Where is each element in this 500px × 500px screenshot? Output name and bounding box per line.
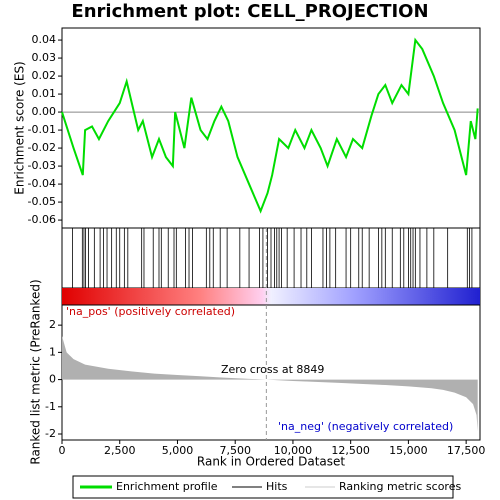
y-tick-label: -0.02 bbox=[28, 141, 56, 154]
y-tick-label: -0.03 bbox=[28, 159, 56, 172]
y-tick-label: -0.04 bbox=[28, 177, 56, 190]
metric-area bbox=[62, 336, 478, 432]
x-tick-label: 10,000 bbox=[274, 444, 313, 457]
zero-cross-label: Zero cross at 8849 bbox=[221, 363, 324, 376]
y-tick-label: 2 bbox=[49, 318, 56, 331]
y-axis-label: Enrichment score (ES) bbox=[13, 61, 27, 194]
y-tick-label: 0.03 bbox=[32, 51, 57, 64]
frame bbox=[61, 27, 481, 441]
y-tick-label: -0.05 bbox=[28, 195, 56, 208]
x-tick-label: 17,500 bbox=[447, 444, 486, 457]
rank-colorbar bbox=[62, 288, 480, 305]
x-tick-label: 5,000 bbox=[162, 444, 194, 457]
y-tick-label: 0.02 bbox=[32, 69, 57, 82]
x-tick-label: 15,000 bbox=[389, 444, 428, 457]
y-axis-label: Ranked list metric (PreRanked) bbox=[29, 279, 43, 464]
y-tick-label: 0.00 bbox=[32, 105, 57, 118]
x-axis-label: Rank in Ordered Dataset bbox=[197, 455, 345, 469]
chart-title: Enrichment plot: CELL_PROJECTION bbox=[71, 1, 428, 22]
y-tick-label: 0 bbox=[49, 373, 56, 386]
y-tick-label: 1 bbox=[49, 345, 56, 358]
pos-label: 'na_pos' (positively correlated) bbox=[66, 305, 235, 318]
x-tick-label: 2,500 bbox=[104, 444, 136, 457]
y-tick-label: 0.04 bbox=[32, 33, 57, 46]
neg-label: 'na_neg' (negatively correlated) bbox=[278, 420, 453, 433]
legend-entry: Ranking metric scores bbox=[339, 480, 461, 493]
y-tick-label: -1 bbox=[45, 400, 56, 413]
es-line bbox=[61, 37, 479, 214]
x-tick-label: 7,500 bbox=[219, 444, 251, 457]
x-tick-label: 12,500 bbox=[331, 444, 370, 457]
legend-entry: Hits bbox=[266, 480, 288, 493]
legend-entry: Enrichment profile bbox=[116, 480, 218, 493]
y-tick-label: -0.06 bbox=[28, 213, 56, 226]
y-tick-label: 0.01 bbox=[32, 87, 57, 100]
x-tick-label: 0 bbox=[59, 444, 66, 457]
y-tick-label: -0.01 bbox=[28, 123, 56, 136]
y-tick-label: -2 bbox=[45, 427, 56, 440]
legend bbox=[72, 475, 454, 499]
